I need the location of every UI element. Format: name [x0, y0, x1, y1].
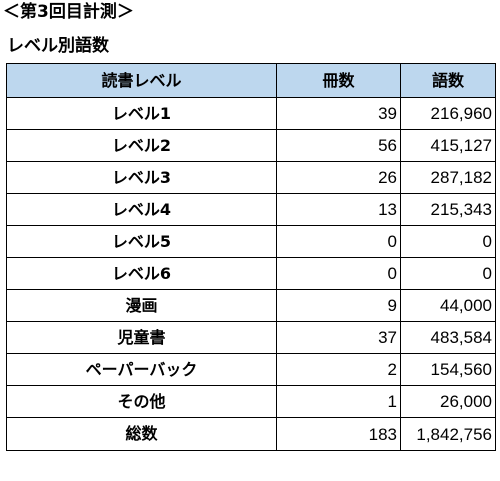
word-count-cell: 215,343	[400, 193, 496, 226]
table-row: その他 1 26,000	[6, 385, 496, 418]
level-cell: ペーパーバック	[6, 353, 277, 386]
measurement-title: ＜第3回目計測＞	[3, 2, 134, 22]
word-count-cell: 415,127	[400, 129, 496, 162]
book-count-cell: 1	[276, 385, 401, 418]
table-row: レベル3 26 287,182	[6, 161, 496, 194]
table-row: レベル5 0 0	[6, 225, 496, 258]
total-book-count-cell: 183	[276, 417, 401, 451]
level-cell: レベル4	[6, 193, 277, 226]
table-row: レベル6 0 0	[6, 257, 496, 290]
book-count-cell: 13	[276, 193, 401, 226]
word-count-cell: 0	[400, 257, 496, 290]
level-cell: レベル2	[6, 129, 277, 162]
table-header-row: 読書レベル 冊数 語数	[6, 63, 496, 98]
header-word-count: 語数	[400, 63, 496, 98]
total-row: 総数 183 1,842,756	[6, 417, 496, 451]
book-count-cell: 9	[276, 289, 401, 322]
level-cell: レベル3	[6, 161, 277, 194]
word-count-cell: 0	[400, 225, 496, 258]
word-count-cell: 483,584	[400, 321, 496, 354]
table-row: 児童書 37 483,584	[6, 321, 496, 354]
table-title: レベル別語数	[7, 36, 109, 56]
header-book-count: 冊数	[276, 63, 401, 98]
book-count-cell: 39	[276, 97, 401, 130]
table-row: 漫画 9 44,000	[6, 289, 496, 322]
word-count-cell: 154,560	[400, 353, 496, 386]
level-cell: レベル6	[6, 257, 277, 290]
book-count-cell: 37	[276, 321, 401, 354]
word-count-cell: 216,960	[400, 97, 496, 130]
word-count-cell: 44,000	[400, 289, 496, 322]
total-word-count-cell: 1,842,756	[400, 417, 496, 451]
level-cell: レベル1	[6, 97, 277, 130]
table-row: レベル1 39 216,960	[6, 97, 496, 130]
book-count-cell: 0	[276, 257, 401, 290]
total-label-cell: 総数	[6, 417, 277, 451]
level-cell: 児童書	[6, 321, 277, 354]
header-reading-level: 読書レベル	[6, 63, 277, 98]
table-row: レベル2 56 415,127	[6, 129, 496, 162]
level-cell: 漫画	[6, 289, 277, 322]
book-count-cell: 56	[276, 129, 401, 162]
level-word-count-table: 読書レベル 冊数 語数 レベル1 39 216,960 レベル2 56 415,…	[6, 63, 496, 451]
book-count-cell: 2	[276, 353, 401, 386]
level-cell: その他	[6, 385, 277, 418]
level-cell: レベル5	[6, 225, 277, 258]
book-count-cell: 0	[276, 225, 401, 258]
word-count-cell: 287,182	[400, 161, 496, 194]
book-count-cell: 26	[276, 161, 401, 194]
word-count-cell: 26,000	[400, 385, 496, 418]
table-row: ペーパーバック 2 154,560	[6, 353, 496, 386]
table-row: レベル4 13 215,343	[6, 193, 496, 226]
